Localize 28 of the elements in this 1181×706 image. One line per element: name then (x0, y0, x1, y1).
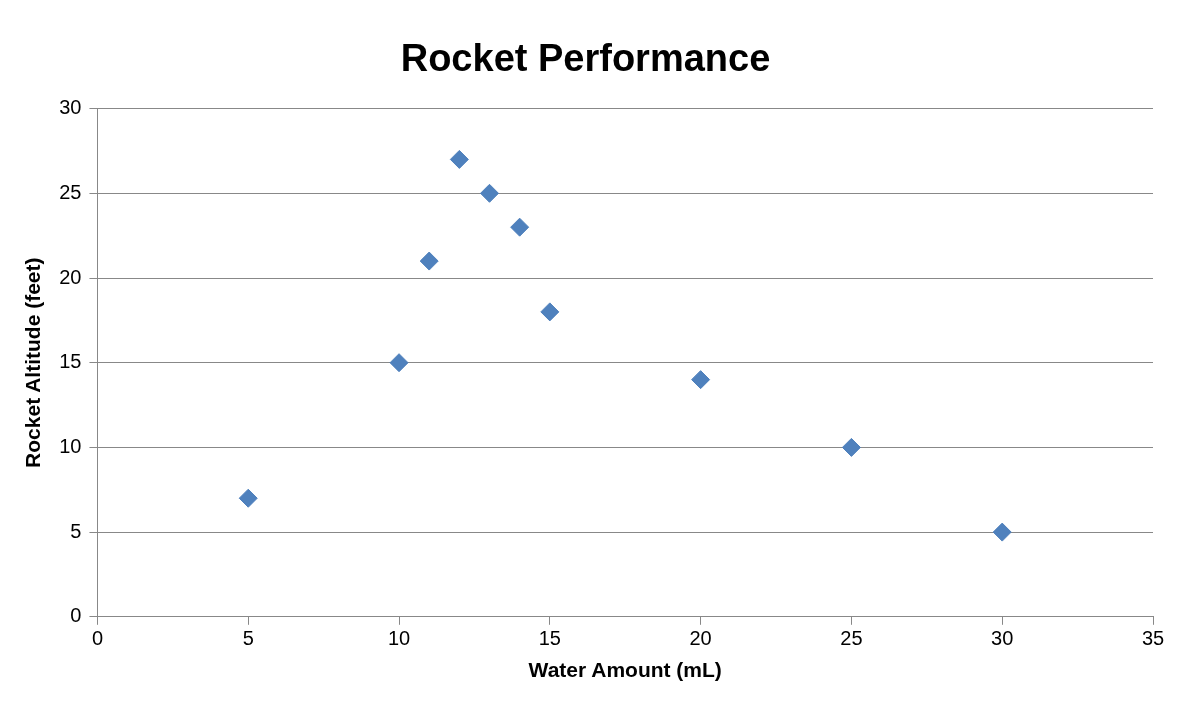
point (419, 251, 439, 271)
x-tick-label: 0 (91, 627, 104, 650)
x-tick-label: 10 (387, 627, 411, 650)
y-tick-label: 0 (70, 604, 82, 627)
x-tick-label: 5 (242, 627, 254, 650)
y-tick-label: 5 (70, 519, 82, 542)
x-tick-label: 35 (1141, 627, 1165, 650)
y-tick-label: 30 (59, 96, 82, 119)
point (389, 353, 409, 373)
point (238, 488, 258, 508)
point (449, 149, 469, 169)
point (540, 302, 560, 322)
y-axis-title: Rocket Altitude (feet) (21, 257, 45, 468)
point (691, 370, 711, 390)
point (841, 437, 861, 457)
x-tick-label: 20 (689, 627, 712, 650)
x-tick-label: 15 (538, 627, 561, 650)
x-tick-label: 30 (991, 627, 1014, 650)
point (510, 217, 530, 237)
y-tick-label: 10 (59, 434, 82, 457)
y-tick-label: 20 (59, 265, 82, 288)
y-tick-label: 15 (59, 350, 82, 373)
x-axis-title: Water Amount (mL) (528, 658, 722, 682)
y-tick-label: 25 (59, 180, 82, 203)
chart-title: Rocket Performance (400, 37, 771, 80)
point (992, 522, 1012, 542)
point (480, 183, 500, 203)
x-tick-label: 25 (840, 627, 863, 650)
